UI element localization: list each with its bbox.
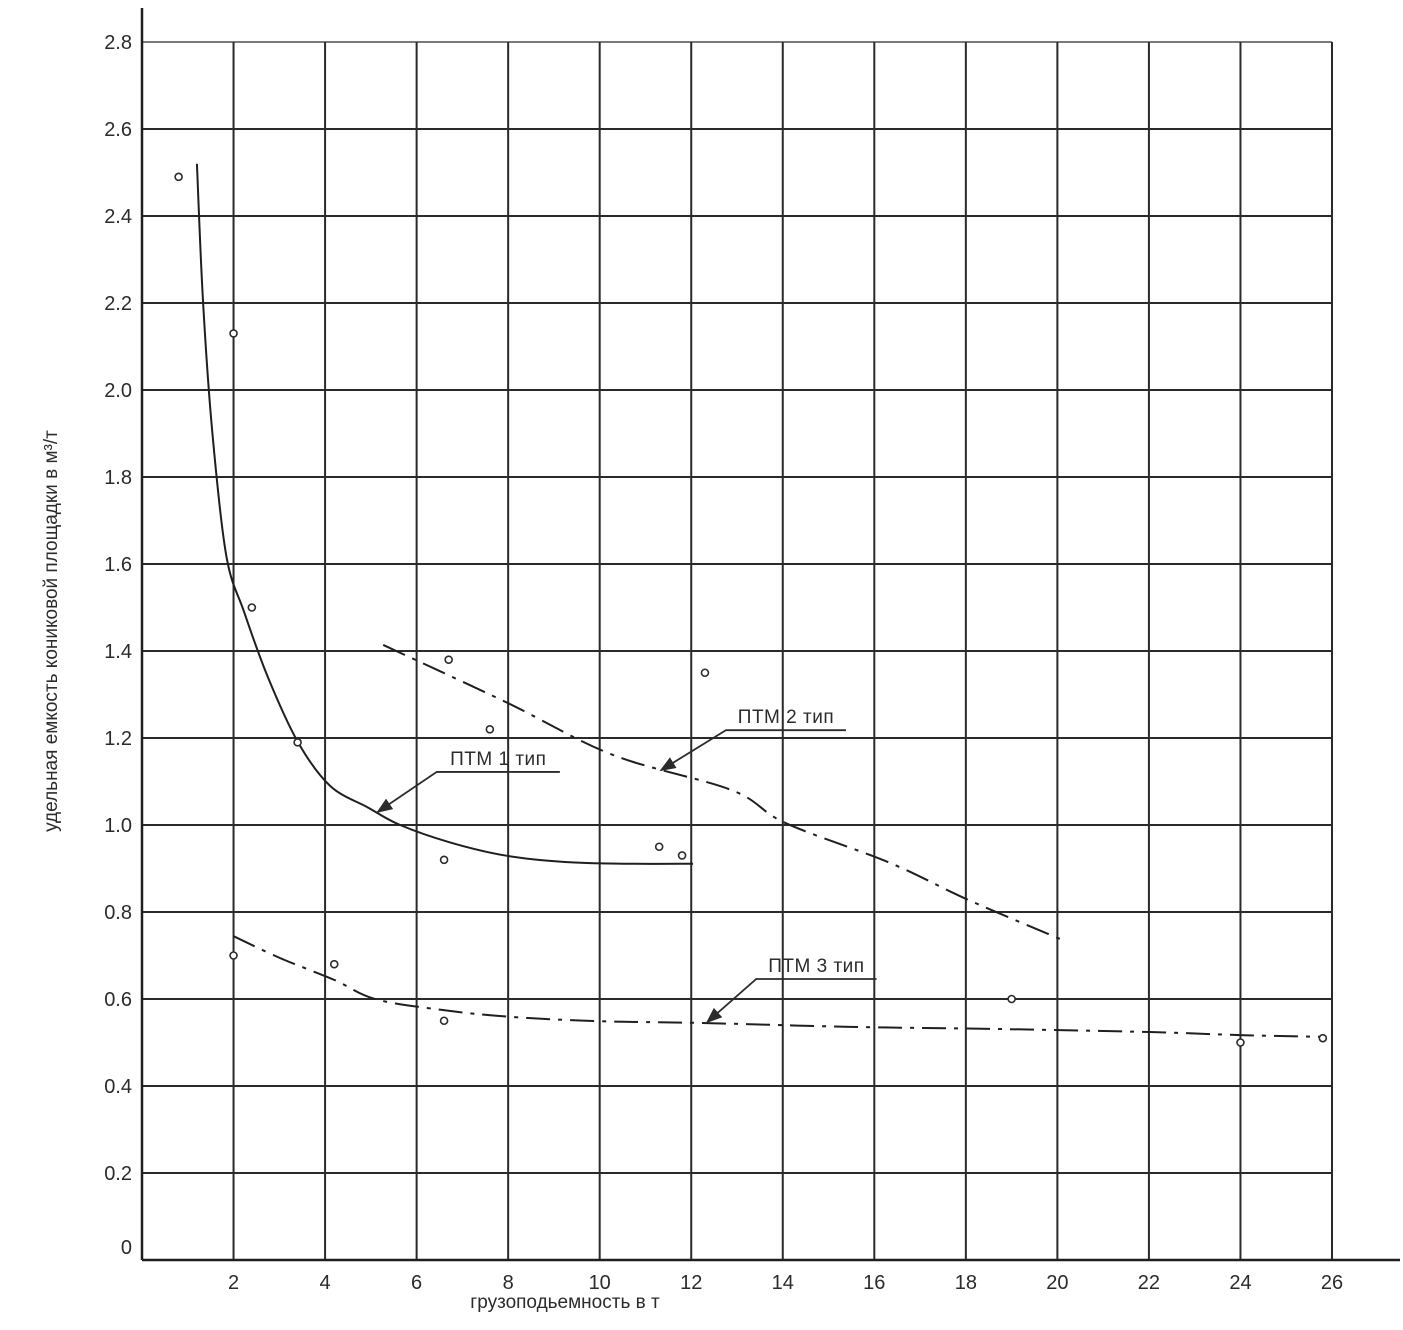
data-point-птм-2-тип	[444, 655, 453, 665]
y-tick-label-1.4: 1.4	[104, 641, 132, 663]
x-tick-label-22: 22	[1138, 1272, 1160, 1294]
data-point-птм-2-тип	[485, 724, 495, 734]
data-point-птм-1-тип	[677, 851, 687, 860]
data-point-птм-1-тип	[293, 738, 302, 747]
x-tick-label-2: 2	[228, 1272, 239, 1294]
curve-птм-1-тип	[195, 163, 694, 865]
curve-птм-3-тип	[232, 935, 1323, 1038]
x-tick-label-8: 8	[503, 1272, 514, 1294]
y-tick-label-0.4: 0.4	[104, 1076, 132, 1098]
data-point-птм-3-тип	[229, 951, 238, 960]
grid-layer	[142, 41, 1333, 1260]
y-tick-label-2.6: 2.6	[104, 119, 132, 141]
leader-line-птм-1-тип	[376, 771, 560, 813]
annotations-layer: ПТМ 1 тип ПТМ 2 тип ПТМ 3 тип	[376, 707, 877, 1024]
y-tick-label-2.8: 2.8	[104, 32, 132, 54]
y-tick-label-2.0: 2.0	[104, 380, 132, 402]
x-tick-label-14: 14	[772, 1272, 794, 1294]
data-point-птм-3-тип	[439, 1016, 449, 1026]
y-tick-label-1.8: 1.8	[104, 467, 132, 489]
y-axis-title: удельная емкость кониковой площадки в м³…	[41, 430, 62, 832]
y-tick-label-0: 0	[121, 1237, 132, 1259]
x-tick-label-26: 26	[1321, 1272, 1343, 1294]
data-point-птм-3-тип	[1318, 1033, 1328, 1043]
data-point-птм-2-тип	[700, 668, 710, 678]
leader-line-птм-3-тип	[705, 978, 877, 1024]
y-tick-label-1.6: 1.6	[104, 554, 132, 576]
data-point-птм-3-тип	[329, 959, 339, 969]
axes-layer	[140, 8, 1400, 1262]
tick-labels-layer: 2 4 6 8 10 12 14 16 18 20 22 24 2600.20.40.60.81.01.…	[104, 32, 1343, 1294]
y-tick-label-1.2: 1.2	[104, 728, 132, 750]
x-tick-label-18: 18	[955, 1272, 977, 1294]
data-point-птм-3-тип	[1236, 1038, 1245, 1047]
curve-label-птм-2-тип: ПТМ 2 тип	[738, 707, 834, 728]
x-tick-label-20: 20	[1046, 1272, 1068, 1294]
data-point-птм-3-тип	[1007, 994, 1016, 1004]
curve-label-птм-3-тип: ПТМ 3 тип	[768, 956, 864, 977]
x-tick-label-12: 12	[680, 1272, 702, 1294]
scatter-points-layer	[174, 172, 1328, 1047]
y-tick-label-2.2: 2.2	[104, 293, 132, 315]
y-tick-label-2.4: 2.4	[104, 206, 132, 228]
x-tick-label-4: 4	[320, 1272, 331, 1294]
data-point-птм-1-тип	[654, 842, 664, 852]
leader-line-птм-2-тип	[659, 729, 846, 772]
x-tick-label-24: 24	[1229, 1272, 1251, 1294]
curve-птм-2-тип	[382, 644, 1061, 940]
data-point-птм-1-тип	[229, 329, 238, 338]
y-tick-label-0.2: 0.2	[104, 1163, 132, 1185]
curves-layer	[195, 163, 1323, 1038]
y-tick-label-0.6: 0.6	[104, 989, 132, 1011]
x-tick-label-10: 10	[589, 1272, 611, 1294]
data-point-птм-1-тип	[247, 603, 257, 612]
y-tick-label-1.0: 1.0	[104, 815, 132, 837]
curve-label-птм-1-тип: ПТМ 1 тип	[450, 749, 546, 770]
x-tick-label-16: 16	[863, 1272, 885, 1294]
x-tick-label-6: 6	[411, 1272, 422, 1294]
data-point-птм-1-тип	[439, 855, 449, 865]
x-axis-title: грузоподьемность в т	[470, 1292, 660, 1313]
y-tick-label-0.8: 0.8	[104, 902, 132, 924]
data-point-птм-1-тип	[174, 172, 183, 182]
